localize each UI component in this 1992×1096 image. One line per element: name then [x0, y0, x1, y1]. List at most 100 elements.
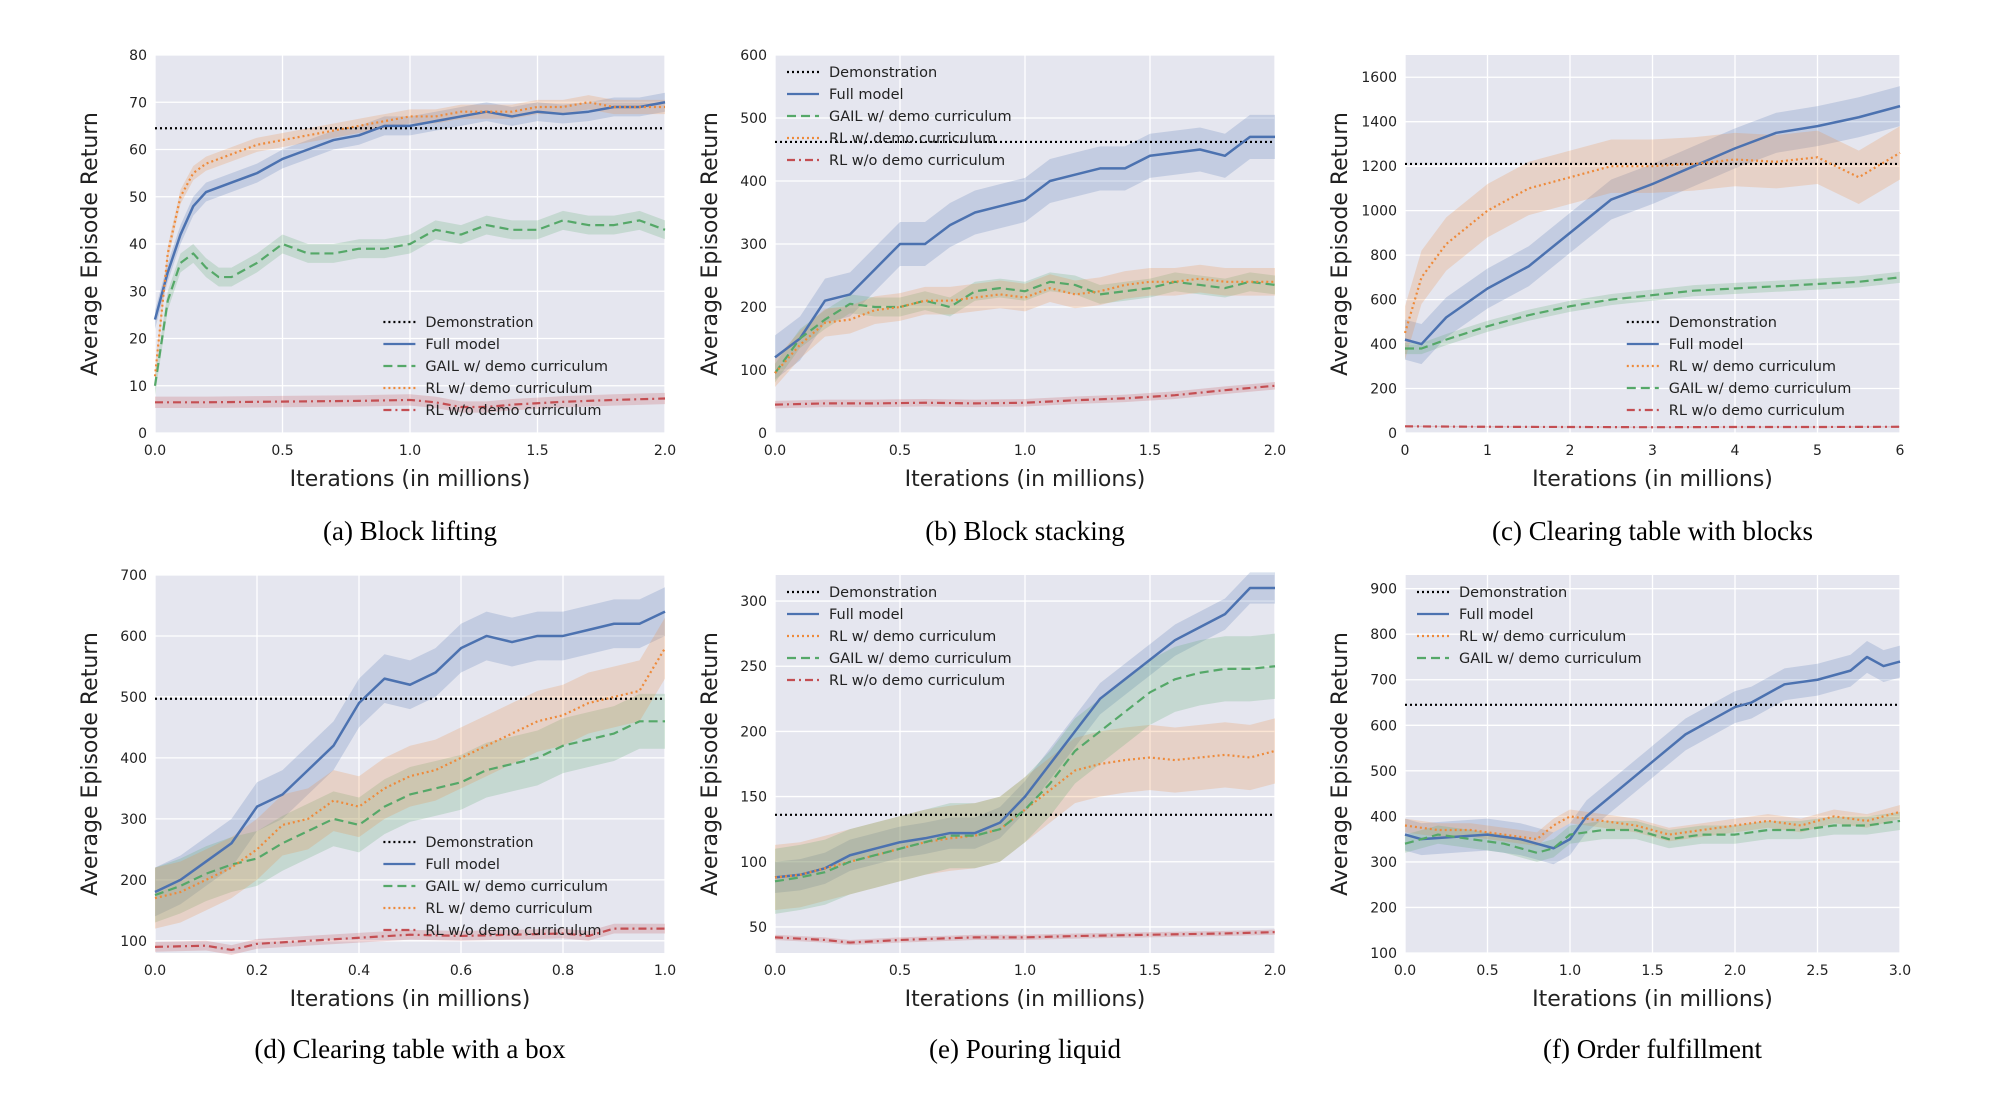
y-tick-label: 500: [120, 690, 147, 706]
y-tick-label: 1200: [1361, 159, 1397, 175]
y-tick-label: 1600: [1361, 70, 1397, 86]
y-tick-label: 100: [120, 934, 147, 950]
series-band: [775, 633, 1275, 914]
x-tick-label: 1.0: [1559, 963, 1581, 979]
series-line: [1404, 425, 1901, 429]
y-tick-label: 40: [129, 237, 147, 253]
y-tick-label: 250: [740, 659, 767, 675]
legend: Demonstration Full model RL w/ demo curric…: [1417, 585, 1642, 667]
y-tick-label: 100: [1370, 946, 1397, 962]
x-tick-label: 1: [1483, 443, 1492, 459]
plot-area: [155, 575, 665, 953]
legend-label: Full model: [425, 857, 500, 873]
series-line: [154, 720, 665, 897]
series-band: [775, 929, 1275, 946]
x-tick-label: 2.0: [654, 443, 676, 459]
y-axis-label: Average Episode Return: [1328, 632, 1353, 896]
y-tick-label: 60: [129, 143, 147, 159]
y-tick-label: 400: [740, 174, 767, 190]
y-tick-label: 0: [1388, 426, 1397, 442]
legend-label: Full model: [425, 337, 500, 353]
y-axis-label: Average Episode Return: [78, 632, 103, 896]
y-tick-label: 100: [740, 363, 767, 379]
x-axis-label: Iterations (in millions): [1532, 467, 1773, 492]
x-tick-label: 4: [1731, 443, 1740, 459]
series-band: [1405, 86, 1900, 365]
x-tick-label: 2.0: [1264, 963, 1286, 979]
x-tick-label: 1.0: [1014, 443, 1036, 459]
y-tick-label: 20: [129, 332, 147, 348]
y-tick-label: 0: [758, 426, 767, 442]
x-tick-label: 0.0: [1394, 963, 1416, 979]
legend-label: RL w/o demo curriculum: [829, 153, 1005, 169]
legend-label: RL w/ demo curriculum: [425, 901, 592, 917]
legend-label: GAIL w/ demo curriculum: [1459, 651, 1642, 667]
series-line: [1403, 151, 1901, 334]
x-tick-label: 0.4: [348, 963, 370, 979]
series-band: [155, 693, 665, 923]
subfigure-caption: (e) Pouring liquid: [929, 1034, 1121, 1064]
legend-label: RL w/o demo curriculum: [425, 403, 601, 419]
chart-4: 0.0 0.2 0.4 0.6 0.8 1.0 100 200 300 400 500 600 700 I…: [78, 568, 676, 1064]
legend: Demonstration Full model RL w/ demo curric…: [1626, 315, 1852, 419]
x-tick-label: 0.5: [1476, 963, 1498, 979]
legend-label: GAIL w/ demo curriculum: [1669, 381, 1852, 397]
legend-label: RL w/ demo curriculum: [1669, 359, 1836, 375]
series-band: [775, 264, 1275, 388]
legend: Demonstration Full model GAIL w/ demo curr…: [383, 315, 608, 419]
x-tick-label: 0.2: [246, 963, 268, 979]
y-tick-label: 100: [740, 855, 767, 871]
legend-label: Demonstration: [1459, 585, 1567, 601]
legend-label: GAIL w/ demo curriculum: [425, 879, 608, 895]
y-tick-label: 50: [749, 920, 767, 936]
series-band: [155, 617, 665, 929]
x-tick-label: 0.5: [889, 443, 911, 459]
series-line: [774, 665, 1276, 883]
legend-label: GAIL w/ demo curriculum: [829, 109, 1012, 125]
series-line: [774, 384, 1276, 406]
series-band: [155, 92, 665, 330]
series-band: [1405, 126, 1900, 360]
legend-label: Demonstration: [425, 315, 533, 331]
y-tick-label: 1000: [1361, 204, 1397, 220]
legend-label: RL w/ demo curriculum: [425, 381, 592, 397]
chart-6: 0.0 0.5 1.0 1.5 2.0 2.5 3.0 100 200 300 400 500 600 7…: [1328, 575, 1911, 1064]
y-tick-label: 30: [129, 284, 147, 300]
legend: Demonstration Full model RL w/ demo curric…: [787, 585, 1012, 689]
y-tick-label: 0: [138, 426, 147, 442]
x-axis-label: Iterations (in millions): [290, 467, 531, 492]
series-line: [774, 586, 1275, 879]
series-line: [774, 135, 1275, 359]
series-band: [775, 272, 1275, 383]
x-tick-label: 1.0: [399, 443, 421, 459]
legend-label: GAIL w/ demo curriculum: [829, 651, 1012, 667]
y-tick-label: 400: [1370, 809, 1397, 825]
y-tick-label: 200: [740, 300, 767, 316]
y-tick-label: 600: [1370, 718, 1397, 734]
x-tick-label: 2.0: [1264, 443, 1286, 459]
series-line: [154, 610, 666, 894]
series-line: [153, 219, 666, 386]
x-tick-label: 1.5: [1641, 963, 1663, 979]
y-tick-label: 200: [1370, 382, 1397, 398]
x-tick-label: 5: [1813, 443, 1822, 459]
y-tick-label: 600: [120, 629, 147, 645]
x-axis-label: Iterations (in millions): [290, 987, 531, 1012]
series-band: [155, 587, 665, 917]
x-tick-label: 2.0: [1724, 963, 1746, 979]
y-axis-label: Average Episode Return: [698, 112, 723, 376]
x-tick-label: 2.5: [1806, 963, 1828, 979]
y-tick-label: 700: [1370, 673, 1397, 689]
legend-label: RL w/o demo curriculum: [829, 673, 1005, 689]
y-tick-label: 500: [740, 111, 767, 127]
legend-label: Demonstration: [829, 65, 937, 81]
series-line: [155, 397, 666, 409]
x-tick-label: 0.0: [764, 963, 786, 979]
subfigure-caption: (f) Order fulfillment: [1543, 1034, 1762, 1064]
x-tick-label: 1.0: [1014, 963, 1036, 979]
x-axis-label: Iterations (in millions): [905, 467, 1146, 492]
x-tick-label: 0: [1401, 443, 1410, 459]
x-tick-label: 1.5: [526, 443, 548, 459]
x-axis-label: Iterations (in millions): [1532, 987, 1773, 1012]
